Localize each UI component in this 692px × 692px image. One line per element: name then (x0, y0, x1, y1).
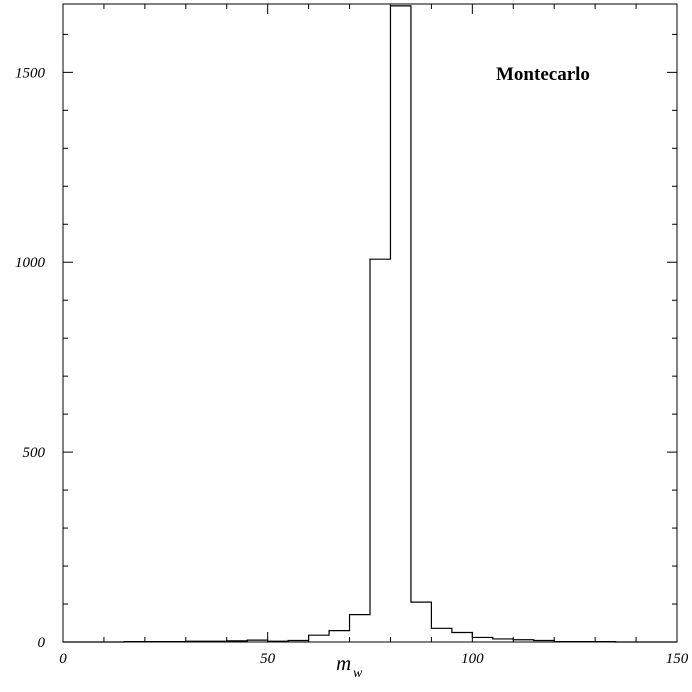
histogram-bin (350, 615, 370, 642)
histogram-bin (309, 635, 329, 642)
y-tick-label: 1000 (15, 255, 46, 271)
histogram-bin (431, 628, 451, 642)
histogram-bin (452, 633, 472, 642)
histogram-bin (472, 637, 492, 642)
histogram-bin (206, 641, 226, 642)
plot-frame (62, 3, 678, 643)
x-tick-label: 100 (461, 651, 484, 667)
histogram-bins (124, 6, 615, 642)
x-tick-label: 50 (260, 651, 276, 667)
histogram-bin (268, 641, 288, 642)
histogram-bin (493, 639, 513, 642)
histogram-bin (288, 640, 308, 642)
histogram-bin (411, 602, 431, 642)
x-tick-label: 150 (666, 651, 689, 667)
histogram-bin (513, 640, 533, 642)
y-tick-label: 1500 (15, 65, 46, 81)
histogram-bin (186, 641, 206, 642)
x-axis-title-subscript: w (353, 666, 363, 681)
x-tick-label: 0 (59, 651, 67, 667)
histogram-bin (329, 631, 349, 642)
y-tick-label: 0 (38, 635, 46, 651)
histogram-bin (247, 640, 267, 642)
histogram-bin (534, 640, 554, 642)
y-tick-label: 500 (23, 445, 46, 461)
histogram-outline (63, 5, 677, 643)
x-axis-title: m (336, 651, 351, 675)
montecarlo-annotation: Montecarlo (496, 64, 590, 85)
histogram-bin (390, 6, 410, 642)
histogram-bin (370, 259, 390, 642)
histogram-bin (227, 641, 247, 642)
